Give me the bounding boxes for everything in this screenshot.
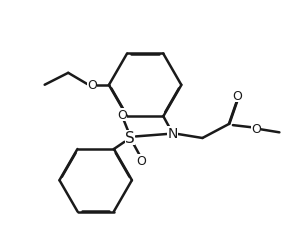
Text: N: N	[168, 127, 178, 141]
Text: O: O	[251, 123, 261, 136]
Text: O: O	[118, 109, 127, 121]
Text: O: O	[136, 154, 146, 167]
Text: S: S	[125, 131, 135, 146]
Text: O: O	[87, 79, 97, 92]
Text: O: O	[232, 90, 242, 103]
